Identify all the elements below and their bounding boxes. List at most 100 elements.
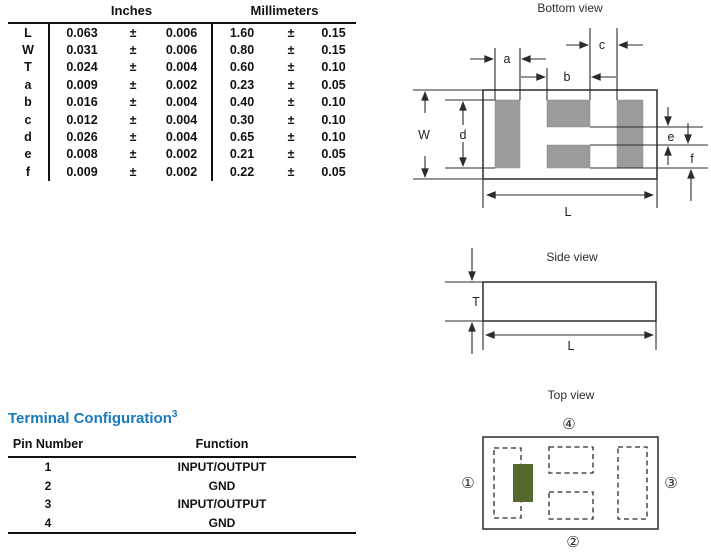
dim-label-T: T	[472, 295, 480, 309]
dim-label-W: W	[418, 128, 430, 142]
table-row: e 0.008 ± 0.002 0.21 ± 0.05	[8, 145, 356, 164]
mm-value: 0.65	[229, 130, 255, 145]
plus-minus: ±	[129, 95, 137, 110]
plus-minus: ±	[129, 60, 137, 75]
inch-tolerance: 0.004	[152, 93, 213, 111]
mm-value: 0.80	[229, 43, 255, 58]
plus-minus: ±	[129, 77, 137, 92]
inch-tolerance: 0.004	[152, 58, 213, 77]
mm-value: 0.40	[229, 95, 255, 110]
mm-value: 0.30	[229, 112, 255, 127]
side-view-diagram: Side view T L	[445, 248, 657, 354]
dim-label: f	[8, 163, 50, 181]
terminal-configuration-section: Terminal Configuration3 Pin Number Funct…	[8, 409, 356, 534]
inch-value: 0.063	[66, 25, 98, 40]
pin-function: GND	[208, 478, 236, 493]
hidden-pad-middle-top	[548, 446, 594, 474]
dim-label-L: L	[565, 205, 572, 219]
pad-middle-bottom	[546, 144, 591, 169]
inch-value: 0.024	[66, 60, 98, 75]
plus-minus: ±	[287, 25, 295, 40]
inches-header: Inches	[110, 3, 153, 18]
extension-lines	[413, 28, 708, 208]
dim-label: L	[8, 24, 50, 42]
dim-label-e: e	[668, 130, 675, 144]
top-view-diagram: Top view ④ ① ③ ②	[461, 388, 677, 551]
mm-tolerance: 0.05	[321, 77, 346, 92]
pin-number: 2	[44, 478, 52, 493]
mm-tolerance: 0.10	[321, 60, 346, 75]
table-row: T 0.024 ± 0.004 0.60 ± 0.10	[8, 58, 356, 77]
inch-tolerance: 0.004	[152, 110, 213, 129]
inch-value: 0.016	[66, 95, 98, 110]
table-row: d 0.026 ± 0.004 0.65 ± 0.10	[8, 128, 356, 146]
inch-value: 0.008	[66, 147, 98, 162]
inch-tolerance: 0.006	[152, 41, 213, 59]
extension-lines	[445, 281, 657, 350]
dim-label: c	[8, 110, 50, 129]
dim-label: e	[8, 145, 50, 164]
plus-minus: ±	[287, 77, 295, 92]
dim-label-b: b	[564, 70, 571, 84]
pin-function: GND	[208, 515, 236, 530]
table-row: b 0.016 ± 0.004 0.40 ± 0.10	[8, 93, 356, 111]
side-view-title: Side view	[546, 250, 598, 264]
mm-value: 1.60	[229, 25, 255, 40]
mm-value: 0.21	[229, 147, 255, 162]
mm-value: 0.23	[229, 77, 255, 92]
inch-tolerance: 0.002	[152, 76, 213, 94]
pin-4-marker: ④	[562, 415, 575, 433]
plus-minus: ±	[287, 43, 295, 58]
dim-label-c: c	[599, 38, 605, 52]
inch-value: 0.012	[66, 112, 98, 127]
terminal-configuration-heading: Terminal Configuration3	[8, 409, 356, 427]
table-row: a 0.009 ± 0.002 0.23 ± 0.05	[8, 76, 356, 94]
plus-minus: ±	[129, 147, 137, 162]
table-row: 4 GND	[8, 514, 356, 533]
table-row: 2 GND	[8, 477, 356, 496]
top-view-title: Top view	[548, 388, 595, 402]
plus-minus: ±	[287, 60, 295, 75]
hidden-pad-middle-bottom	[548, 491, 594, 520]
dimension-arrows	[468, 248, 654, 354]
function-header: Function	[195, 437, 249, 451]
pad-middle-top	[546, 99, 591, 128]
mm-value: 0.22	[229, 164, 255, 179]
terminal-pads	[494, 99, 644, 169]
inch-tolerance: 0.002	[152, 163, 213, 181]
dim-label: a	[8, 76, 50, 94]
header-spacer	[8, 3, 50, 18]
dim-label: d	[8, 128, 50, 146]
dim-label: T	[8, 58, 50, 77]
pad-right	[616, 99, 644, 169]
pin-number: 4	[44, 515, 52, 530]
inch-value: 0.009	[66, 164, 98, 179]
mm-tolerance: 0.10	[321, 112, 346, 127]
pin-2-marker: ②	[566, 533, 579, 551]
mm-tolerance: 0.05	[321, 164, 346, 179]
mm-tolerance: 0.15	[321, 43, 346, 58]
plus-minus: ±	[129, 25, 137, 40]
plus-minus: ±	[129, 130, 137, 145]
package-outline	[482, 281, 657, 322]
millimeters-header: Millimeters	[250, 3, 319, 18]
inch-tolerance: 0.004	[152, 128, 213, 146]
table-row: L 0.063 ± 0.006 1.60 ± 0.15	[8, 24, 356, 42]
mm-tolerance: 0.15	[321, 25, 346, 40]
pad-left	[494, 99, 521, 169]
pin-number: 1	[44, 460, 52, 475]
mm-tolerance: 0.10	[321, 130, 346, 145]
bottom-view-title: Bottom view	[537, 1, 603, 15]
dim-label: b	[8, 93, 50, 111]
table-row: c 0.012 ± 0.004 0.30 ± 0.10	[8, 110, 356, 129]
plus-minus: ±	[287, 95, 295, 110]
plus-minus: ±	[287, 112, 295, 127]
dim-label-L: L	[568, 339, 575, 353]
dimensions-table: Inches Millimeters L 0.063 ± 0.006 1.60 …	[8, 3, 356, 181]
dim-label-f: f	[690, 152, 694, 166]
pin-3-marker: ③	[664, 474, 677, 492]
pin-1-marker: ①	[461, 474, 474, 492]
mm-tolerance: 0.05	[321, 147, 346, 162]
plus-minus: ±	[287, 130, 295, 145]
